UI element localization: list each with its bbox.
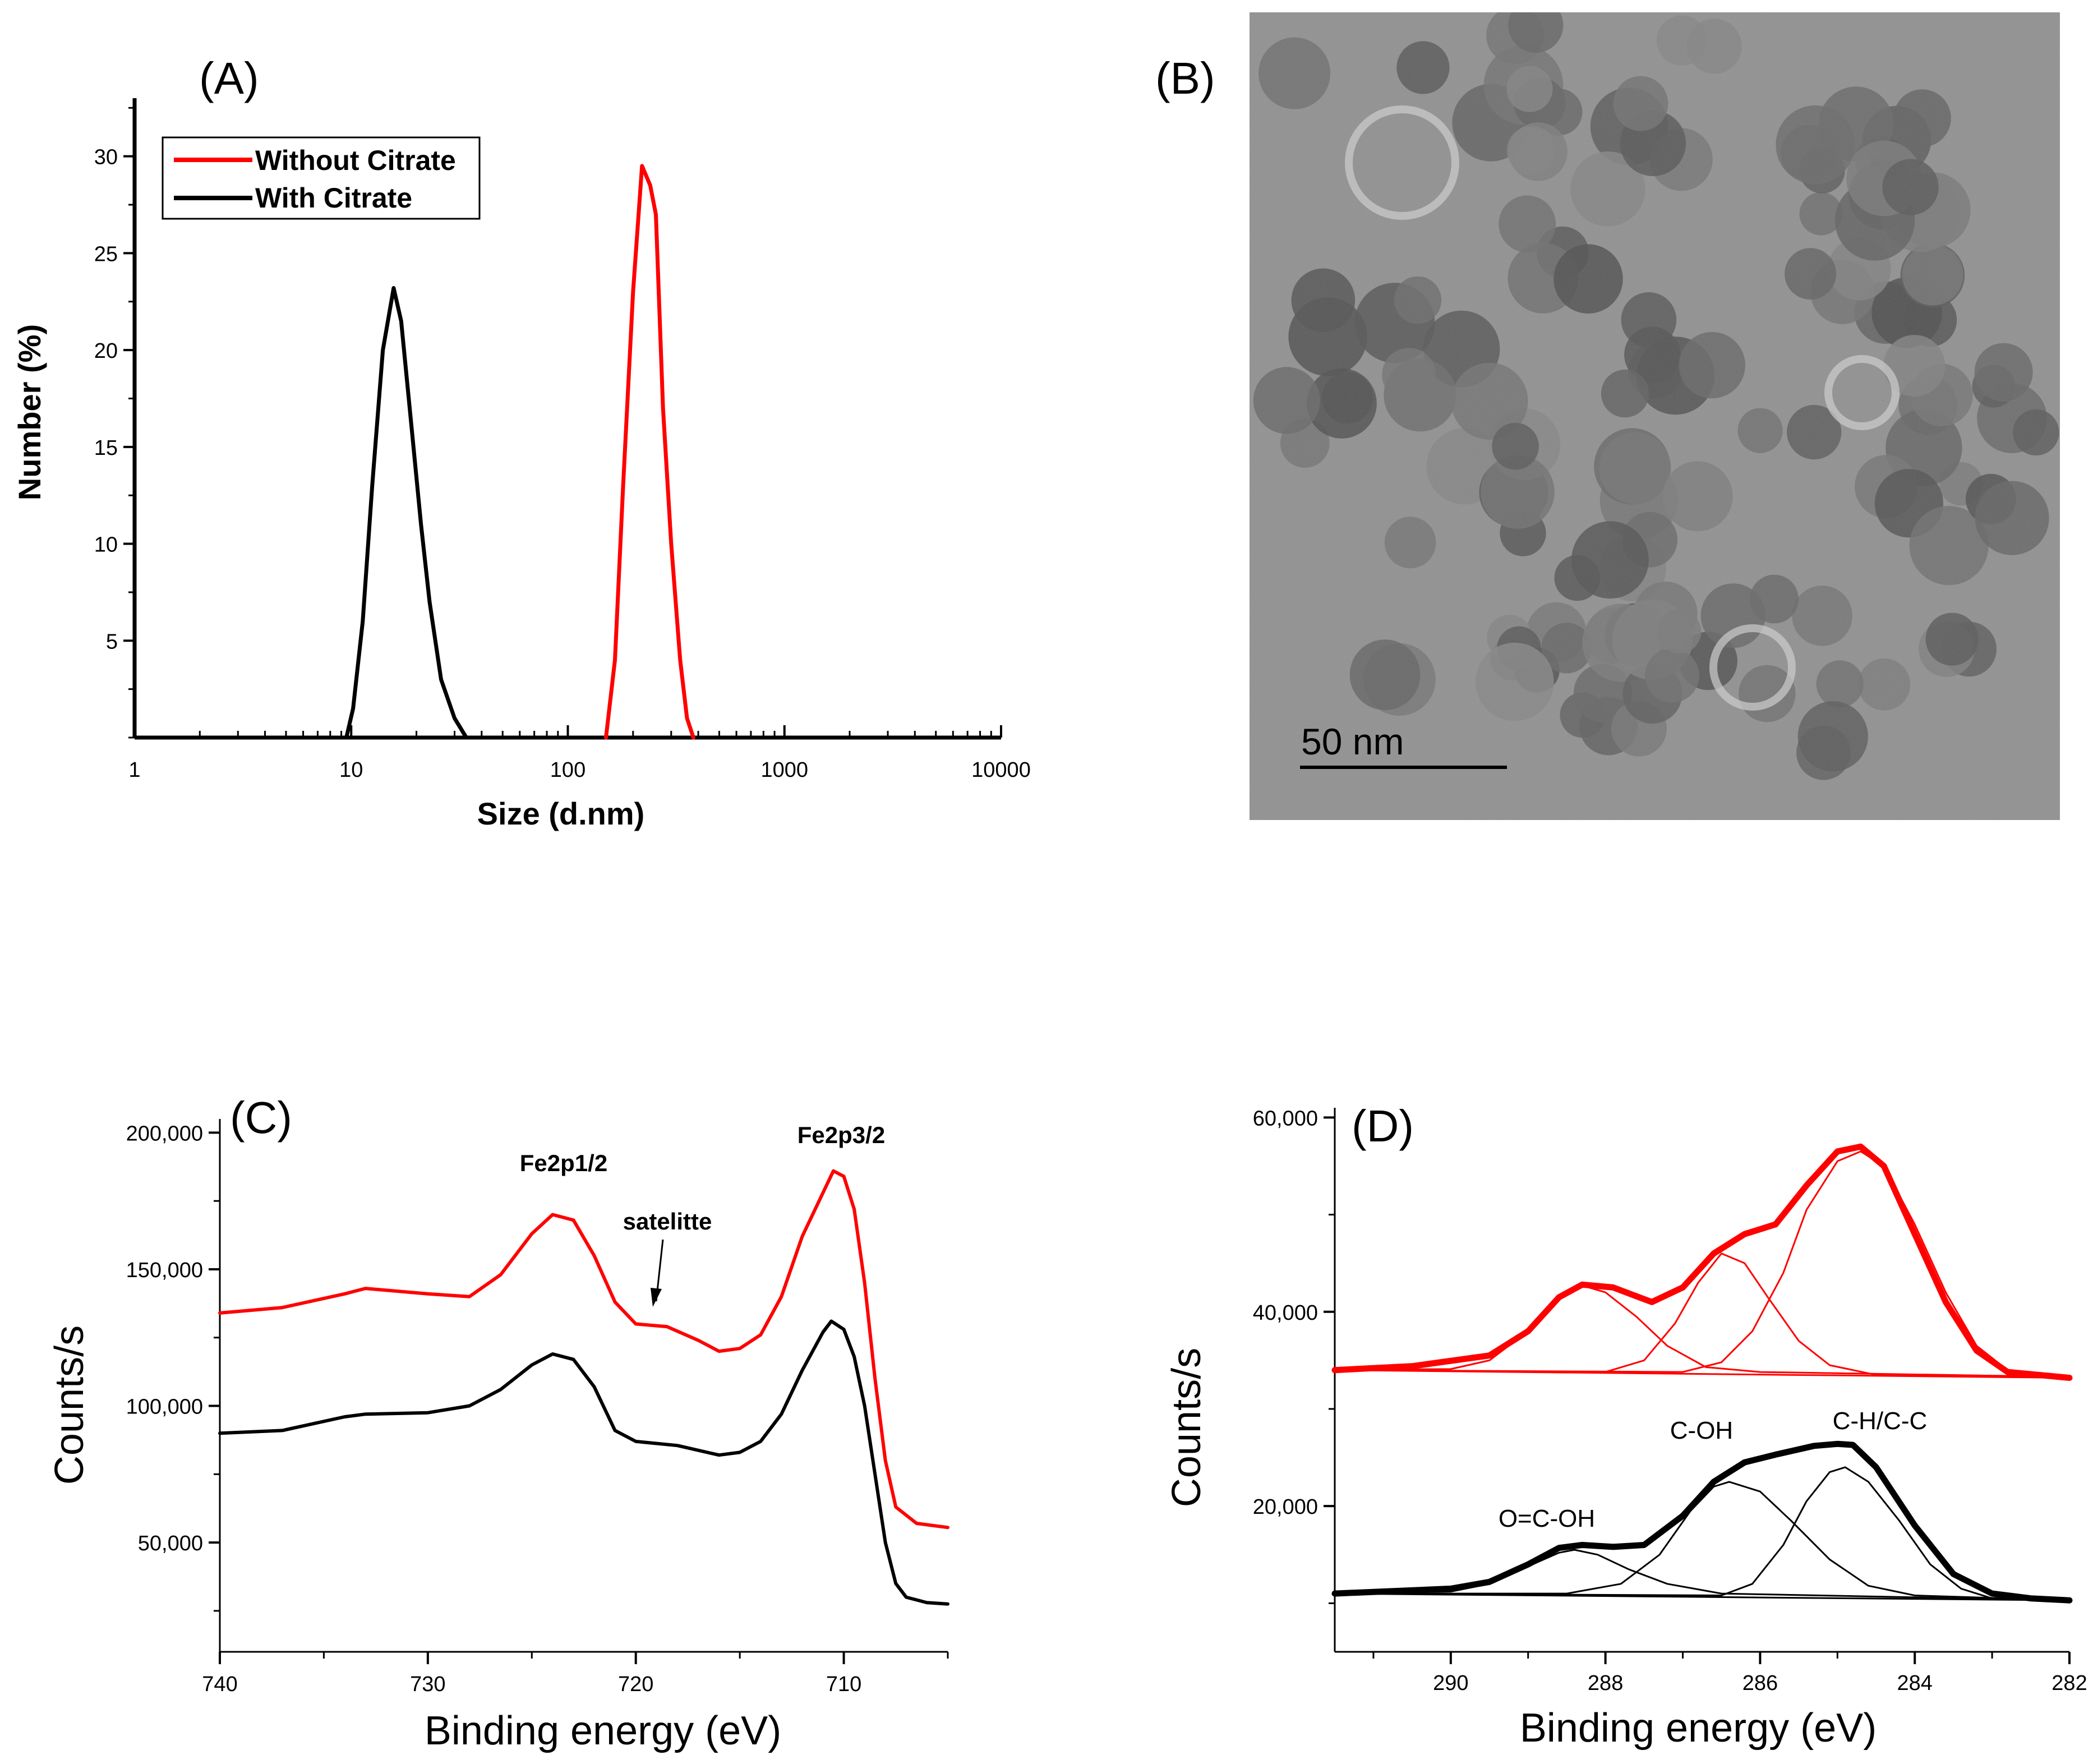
x-tick-label: 10000 [971,758,1031,782]
legend-box [162,136,481,220]
panel-d-series [1331,1143,2073,1604]
y-tick-label: 50,000 [138,1532,203,1555]
x-tick-label: 720 [618,1673,653,1696]
annotation-fe2p12: Fe2p1/2 [520,1150,607,1176]
annotation-ch-cc: C-H/C-C [1833,1407,1928,1435]
x-tick-label: 740 [202,1673,237,1696]
y-tick-label: 10 [94,533,118,557]
panel-d-axes [1334,1108,2069,1653]
annotation-c-oh: C-OH [1670,1417,1733,1444]
x-tick-label: 282 [2051,1671,2087,1695]
y-tick-label: 30 [94,146,118,169]
series-without-citrate-c-oh-component [1334,1252,2071,1379]
annotation-o-c-oh: O=C-OH [1499,1505,1595,1532]
panel-c-chart: 740 730 720 71050,000100,000150,000200,000 … [47,1119,949,1753]
legend-label-with-citrate: With Citrate [255,182,412,214]
x-tick-label: 730 [410,1673,445,1696]
x-tick-label: 100 [550,758,586,782]
series-without-citrate-o-c-oh-component [1334,1284,2071,1378]
y-tick-label: 60,000 [1253,1107,1318,1130]
panel-label-b: (B) [1155,53,1215,103]
panel-c-series [218,1169,949,1606]
tem-scale-label: 50 nm [1301,721,1404,762]
series-with-citrate [344,286,468,740]
panel-d-ylabel: Counts/s [1164,1348,1209,1507]
panel-d-ticks: 290 288 286 284 282 20,000 40,000 60,000 [1253,1107,2087,1695]
x-tick-label: 1 [128,758,140,782]
series-with-citrate [218,1319,949,1606]
x-tick-label: 284 [1897,1671,1933,1695]
y-tick-label: 40,000 [1253,1301,1318,1325]
y-tick-label: 20 [94,339,118,363]
series-with-citrate-o-c-oh-component [1334,1549,2071,1601]
panel-label-c: (C) [230,1093,292,1143]
panel-c-ticks: 740 730 720 710 50,000 100,000 150,000 200,000 [126,1122,949,1696]
y-tick-label: 100,000 [126,1395,203,1419]
panel-a-ylabel: Number (%) [12,324,47,500]
x-tick-label: 290 [1433,1671,1468,1695]
series-with-citrate-c-oh-component [1334,1481,2071,1601]
series-with-citrate-c-h-c-c-component [1334,1466,2071,1601]
y-tick-label: 20,000 [1253,1495,1318,1519]
series-without-citrate-baseline [1334,1369,2071,1379]
y-tick-label: 15 [94,436,118,460]
y-tick-label: 25 [94,242,118,266]
annotation-fe2p32: Fe2p3/2 [797,1122,885,1148]
y-tick-label: 200,000 [126,1122,203,1145]
x-tick-label: 288 [1588,1671,1623,1695]
panel-a-ticks: 1 10 100 1000 10000 5 10 15 20 25 30 [94,107,1031,782]
series-without-citrate [604,164,695,740]
panel-d-xlabel: Binding energy (eV) [1520,1706,1877,1751]
annotation-satellite: satelitte [623,1208,712,1235]
panel-d-chart: 290 288 286 284 282 20,000 40,000 60,000 Bindin… [1164,1107,2087,1751]
y-tick-label: 5 [106,630,118,653]
panel-a-legend: Without Citrate With Citrate [162,136,481,220]
series-without-citrate [218,1169,949,1530]
series-with-citrate-envelope [1331,1440,2073,1604]
legend-label-without-citrate: Without Citrate [255,145,456,176]
y-tick-label: 150,000 [126,1259,203,1282]
tem-noise-overlay [1250,12,2060,820]
panel-c-xlabel: Binding energy (eV) [425,1708,781,1753]
series-without-citrate-c-h-c-c-component [1334,1150,2071,1379]
panel-c-axes [219,1119,948,1653]
x-tick-label: 710 [826,1673,861,1696]
x-tick-label: 286 [1742,1671,1778,1695]
x-tick-label: 1000 [760,758,808,782]
panel-label-a: (A) [199,53,259,103]
panel-c-ylabel: Counts/s [47,1325,92,1485]
panel-a-series [344,164,695,740]
panel-a-xlabel: Size (d.nm) [477,796,645,831]
series-with-citrate-baseline [1334,1592,2071,1601]
panel-a-chart: 1 10 100 1000 10000 5 10 15 20 25 30 Size (d.nm) N… [12,98,1031,831]
panel-b-tem-image: 50 nm [1250,12,2060,820]
satellite-arrow [651,1239,664,1307]
panel-label-d: (D) [1352,1101,1414,1151]
x-tick-label: 10 [339,758,363,782]
